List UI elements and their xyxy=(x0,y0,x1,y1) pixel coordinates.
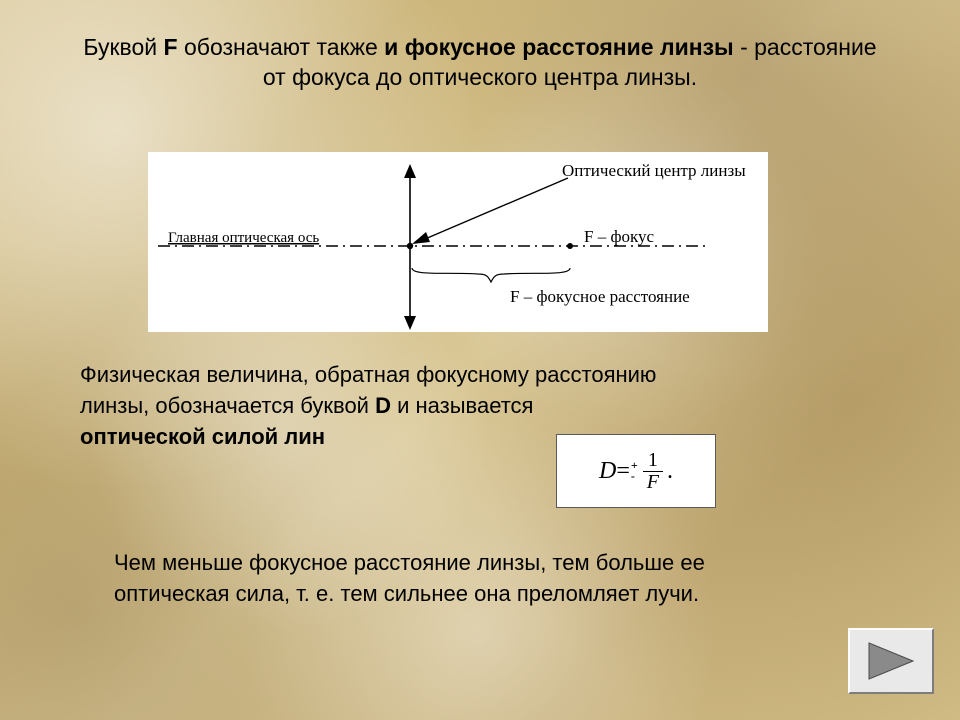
lens-diagram-svg: Главная оптическая ось Оптический центр … xyxy=(148,152,768,332)
slide: Буквой F обозначают также и фокусное рас… xyxy=(0,0,960,720)
para1-t1: Физическая величина, обратная фокусному … xyxy=(80,362,656,418)
lens-diagram: Главная оптическая ось Оптический центр … xyxy=(148,152,768,332)
formula-D-equals-1-over-F: D = + - 1 F . xyxy=(599,450,673,493)
heading-prefix: Буквой xyxy=(83,34,163,60)
focus-dot xyxy=(567,243,573,249)
focal-length-label: F – фокусное расстояние xyxy=(510,287,690,306)
formula-equals-icon: = xyxy=(616,458,630,485)
focal-length-brace xyxy=(412,268,570,282)
para1-term: оптической силой лин xyxy=(80,424,325,449)
heading-mid1: обозначают также xyxy=(178,34,385,60)
center-label: Оптический центр линзы xyxy=(562,161,746,180)
para1-D: D xyxy=(375,393,391,418)
focus-label: F – фокус xyxy=(584,227,654,246)
formula-numerator: 1 xyxy=(644,450,662,471)
formula-denominator: F xyxy=(643,471,663,493)
paragraph-conclusion: Чем меньше фокусное расстояние линзы, те… xyxy=(114,548,780,610)
center-leader-arrow-icon xyxy=(412,232,430,244)
formula-D: D xyxy=(599,458,616,485)
formula-period: . xyxy=(667,458,673,485)
para1-t2: и называется xyxy=(391,393,533,418)
next-button[interactable] xyxy=(848,628,934,694)
formula-minus: - xyxy=(631,471,638,482)
optical-center-dot xyxy=(407,243,413,249)
lens-arrow-up-icon xyxy=(404,164,416,178)
next-arrow-icon xyxy=(865,639,917,683)
heading-bold-focal: и фокусное расстояние линзы xyxy=(384,34,734,60)
heading: Буквой F обозначают также и фокусное рас… xyxy=(80,32,880,93)
axis-label: Главная оптическая ось xyxy=(168,230,319,246)
lens-arrow-down-icon xyxy=(404,316,416,330)
formula-plus-minus-icon: + - xyxy=(631,460,638,482)
formula-fraction: 1 F xyxy=(643,450,663,493)
center-leader-line xyxy=(418,178,568,242)
formula-box: D = + - 1 F . xyxy=(556,434,716,508)
heading-bold-F: F xyxy=(164,34,178,60)
